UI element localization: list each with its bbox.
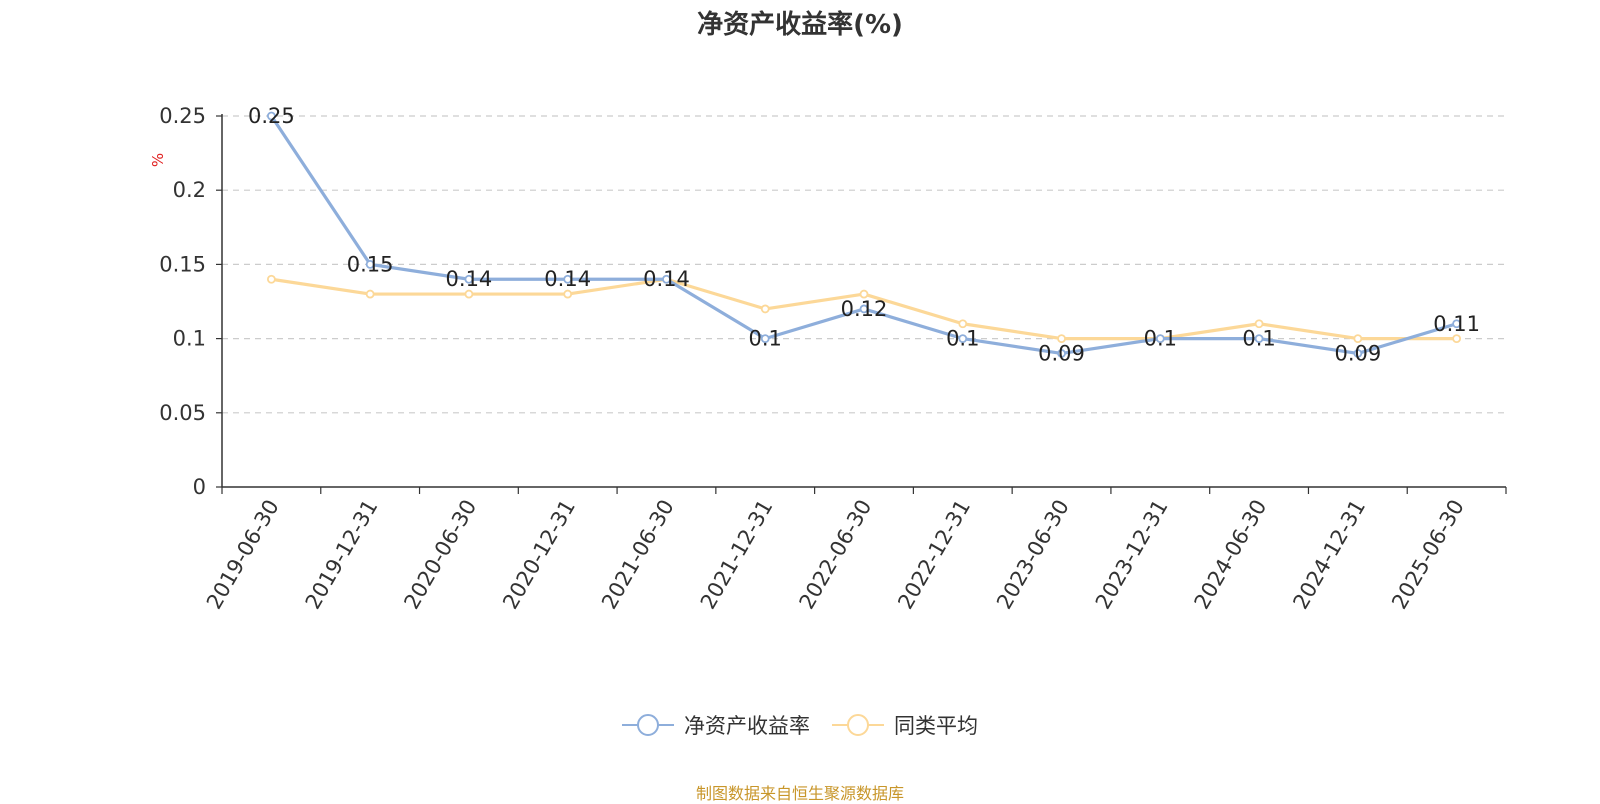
y-tick-label: 0.15 xyxy=(159,252,206,276)
data-point-roe xyxy=(958,334,968,344)
data-label: 0.14 xyxy=(446,267,493,291)
data-label: 0.1 xyxy=(749,327,782,351)
chart-title: 净资产收益率(%) xyxy=(697,10,903,40)
data-label: 0.14 xyxy=(544,267,591,291)
x-tick-label: 2020-06-30 xyxy=(399,496,481,614)
x-tick-label: 2021-12-31 xyxy=(696,496,778,614)
x-tick-label: 2025-06-30 xyxy=(1387,496,1469,614)
data-point-roe xyxy=(859,304,869,314)
data-label: 0.15 xyxy=(347,252,394,276)
legend: 净资产收益率 同类平均 xyxy=(0,710,1600,740)
x-tick-label: 2019-06-30 xyxy=(202,496,284,614)
legend-item-peer-average[interactable]: 同类平均 xyxy=(832,710,978,740)
data-labels: 0.25 0.15 0.14 0.14 0.14 0.1 0.12 0.1 0.09 0.1 0.1… xyxy=(248,104,1480,365)
data-point-roe xyxy=(563,274,573,284)
data-point-peer-average xyxy=(859,289,869,299)
data-point-roe xyxy=(464,274,474,284)
data-point-peer-average xyxy=(563,289,573,299)
x-tick-label: 2020-12-31 xyxy=(498,496,580,614)
x-tick-label: 2022-12-31 xyxy=(893,496,975,614)
y-tick-label: 0 xyxy=(193,475,206,499)
data-point-roe xyxy=(1155,334,1165,344)
data-point-peer-average xyxy=(266,274,276,284)
data-label: 0.09 xyxy=(1038,341,1085,365)
data-point-peer-average xyxy=(1254,319,1264,329)
data-label: 0.25 xyxy=(248,104,295,128)
data-label: 0.12 xyxy=(841,297,888,321)
data-label: 0.14 xyxy=(643,267,690,291)
legend-label-roe: 净资产收益率 xyxy=(684,714,810,738)
x-tick-label: 2023-06-30 xyxy=(992,496,1074,614)
data-point-peer-average xyxy=(958,319,968,329)
y-tick-label: 0.25 xyxy=(159,104,206,128)
data-point-roe xyxy=(1452,319,1462,329)
y-tick-label: 0.2 xyxy=(173,178,206,202)
y-tick-label: 0.1 xyxy=(173,327,206,351)
data-point-peer-average xyxy=(365,289,375,299)
series-lines xyxy=(266,111,1462,358)
legend-swatch-peer-average-icon xyxy=(832,714,884,736)
data-point-peer-average xyxy=(1057,334,1066,344)
data-point-peer-average xyxy=(760,304,770,314)
x-tick-label: 2022-06-30 xyxy=(795,496,877,614)
x-tick-label: 2019-12-31 xyxy=(301,496,383,614)
x-tick-label: 2021-06-30 xyxy=(597,496,679,614)
data-point-roe xyxy=(760,334,770,344)
data-label: 0.1 xyxy=(1242,327,1275,351)
legend-item-roe[interactable]: 净资产收益率 xyxy=(622,710,810,740)
data-label: 0.09 xyxy=(1334,341,1381,365)
source-note: 制图数据来自恒生聚源数据库 xyxy=(695,784,904,803)
x-tick-label: 2024-12-31 xyxy=(1288,496,1370,614)
x-tick-label: 2024-06-30 xyxy=(1190,496,1272,614)
y-axis-label: % xyxy=(149,153,167,167)
data-label: 0.11 xyxy=(1433,312,1480,336)
data-point-roe xyxy=(1057,349,1066,358)
x-tick-label: 2023-12-31 xyxy=(1091,496,1173,614)
gridlines xyxy=(222,115,1506,414)
data-label: 0.1 xyxy=(1144,327,1177,351)
data-point-roe xyxy=(365,259,375,269)
data-point-roe xyxy=(1254,334,1264,344)
data-point-peer-average xyxy=(1452,334,1462,344)
data-point-roe xyxy=(1353,349,1363,358)
legend-label-peer-average: 同类平均 xyxy=(894,714,978,738)
data-point-roe xyxy=(662,274,671,284)
data-point-peer-average xyxy=(464,289,474,299)
y-tick-label: 0.05 xyxy=(159,401,206,425)
data-label: 0.1 xyxy=(946,327,979,351)
data-point-roe xyxy=(266,111,276,121)
legend-swatch-roe-icon xyxy=(622,714,674,736)
data-point-peer-average xyxy=(1353,334,1363,344)
